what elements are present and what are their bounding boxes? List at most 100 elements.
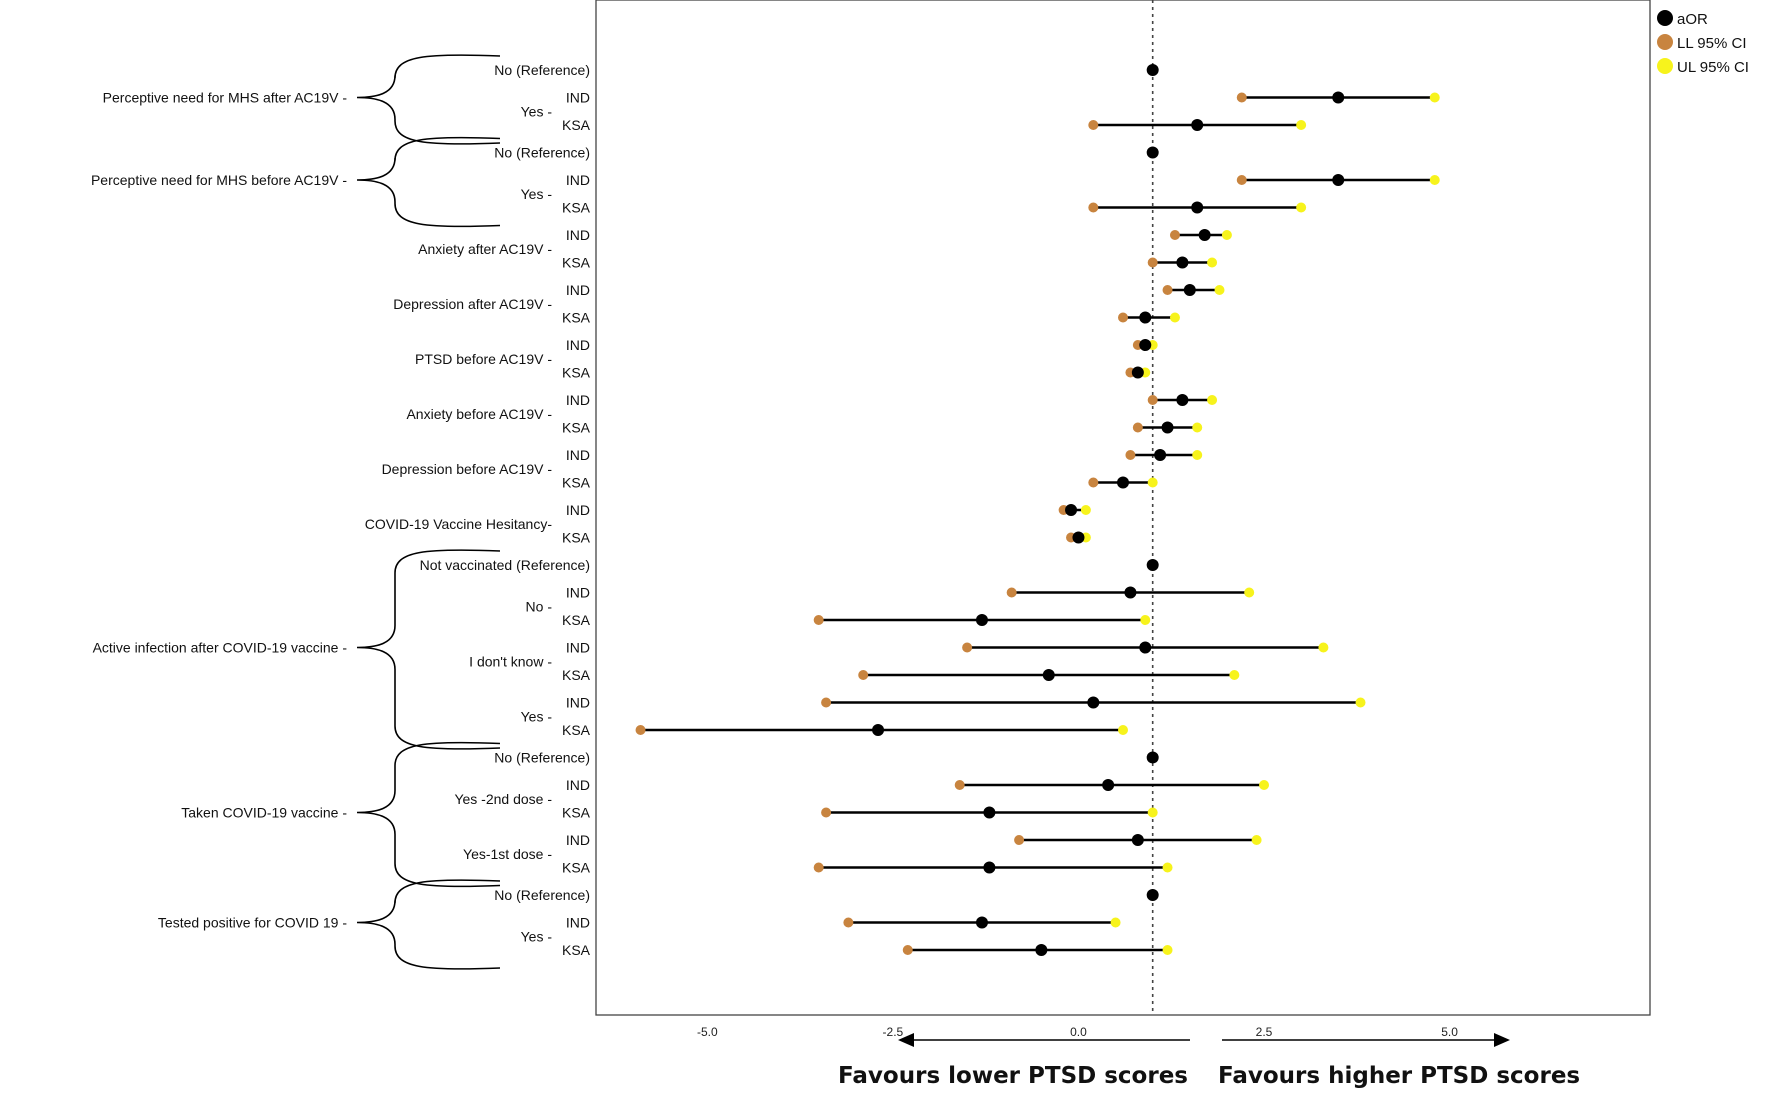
legend-swatch-ul xyxy=(1657,58,1673,74)
row-label: KSA xyxy=(562,942,591,958)
ll-point xyxy=(1118,312,1128,323)
ll-point xyxy=(821,807,832,818)
row-label: No (Reference) xyxy=(494,62,590,78)
row-label: KSA xyxy=(562,365,591,381)
aor-point xyxy=(1131,366,1144,379)
aor-point xyxy=(1332,174,1345,186)
x-tick-label: 5.0 xyxy=(1441,1025,1458,1039)
ul-point xyxy=(1192,422,1203,433)
aor-point xyxy=(975,614,988,626)
group-bracket xyxy=(356,741,501,888)
ul-point xyxy=(1110,917,1121,928)
row-label: IND xyxy=(566,282,590,298)
row-label: No (Reference) xyxy=(494,750,590,766)
ll-point xyxy=(813,615,824,625)
group-label: Perceptive need for MHS after AC19V - xyxy=(103,90,348,106)
ul-point xyxy=(1118,725,1128,735)
legend-label-aor: aOR xyxy=(1677,11,1708,28)
legend-swatch-aor xyxy=(1657,10,1673,26)
ll-point xyxy=(1132,422,1143,433)
ul-point xyxy=(1251,835,1262,845)
group-bracket xyxy=(356,549,501,750)
aor-point xyxy=(1117,476,1129,489)
x-tick-label: 2.5 xyxy=(1256,1025,1273,1039)
ul-point xyxy=(1244,587,1255,598)
subgroup-label: Yes - xyxy=(521,186,553,202)
aor-point xyxy=(1176,394,1189,406)
row-label: IND xyxy=(566,392,590,408)
right-arrow-head xyxy=(1494,1033,1510,1047)
aor-point xyxy=(1072,531,1085,544)
aor-point xyxy=(1332,91,1345,104)
aor-point xyxy=(1146,559,1159,571)
row-label: KSA xyxy=(562,722,591,738)
x-axis-ticks: -5.0 -2.5 0.0 2.5 5.0 xyxy=(697,1025,1458,1039)
ll-point xyxy=(1088,477,1099,488)
subgroup-label: Yes - xyxy=(521,103,553,119)
row-labels: No (Reference) IND KSA No (Reference) IND KSA… xyxy=(91,62,591,958)
ll-point xyxy=(1006,587,1017,598)
row-label: KSA xyxy=(562,805,591,821)
ul-point xyxy=(1207,395,1218,405)
right-caption: Favours higher PTSD scores xyxy=(1218,1063,1580,1089)
ll-point xyxy=(1014,835,1025,845)
ul-point xyxy=(1355,697,1366,708)
group-label: Tested positive for COVID 19 - xyxy=(158,915,347,931)
group-label: Anxiety after AC19V - xyxy=(418,241,552,257)
aor-point xyxy=(1087,696,1100,709)
ul-point xyxy=(1429,175,1440,185)
subgroup-label: I don't know - xyxy=(469,653,552,669)
row-label: No (Reference) xyxy=(494,887,590,903)
row-label: KSA xyxy=(562,667,591,683)
ll-point xyxy=(962,642,973,653)
row-label: IND xyxy=(566,695,590,711)
group-label: Perceptive need for MHS before AC19V - xyxy=(91,172,347,188)
group-label: Active infection after COVID-19 vaccine … xyxy=(93,640,348,656)
ul-point xyxy=(1169,312,1180,323)
row-label: KSA xyxy=(562,475,591,491)
left-caption: Favours lower PTSD scores xyxy=(838,1063,1188,1089)
row-label: IND xyxy=(566,337,590,353)
ll-point xyxy=(813,862,824,873)
x-tick-label: -2.5 xyxy=(883,1025,904,1039)
subgroup-label: Yes-1st dose - xyxy=(463,846,552,862)
ul-point xyxy=(1296,120,1307,130)
legend: aOR LL 95% CI UL 95% CI xyxy=(1657,10,1749,76)
estimate-marks xyxy=(635,64,1440,956)
aor-point xyxy=(1146,751,1159,764)
ul-point xyxy=(1192,450,1203,460)
ul-point xyxy=(1318,642,1329,653)
aor-point xyxy=(1139,641,1152,654)
row-label: IND xyxy=(566,832,590,848)
row-label: IND xyxy=(566,915,590,931)
left-arrow-head xyxy=(898,1033,914,1047)
ll-point xyxy=(1147,257,1158,268)
ll-point xyxy=(1169,230,1180,240)
aor-point xyxy=(1139,339,1152,351)
ul-point xyxy=(1207,257,1218,268)
ll-point xyxy=(1162,285,1173,295)
row-label: IND xyxy=(566,585,590,601)
aor-point xyxy=(1191,119,1204,131)
row-label: KSA xyxy=(562,530,591,546)
ul-point xyxy=(1162,862,1173,873)
group-bracket xyxy=(356,879,501,970)
aor-point xyxy=(1146,64,1159,76)
aor-point xyxy=(1131,834,1144,846)
legend-label-ll: LL 95% CI xyxy=(1677,35,1747,52)
row-label: KSA xyxy=(562,255,591,271)
aor-point xyxy=(872,724,885,736)
ul-point xyxy=(1162,945,1173,955)
group-bracket xyxy=(356,54,501,145)
group-brackets xyxy=(356,54,501,970)
ll-point xyxy=(843,917,854,928)
subgroup-label: Yes -2nd dose - xyxy=(454,791,552,807)
aor-point xyxy=(983,861,996,874)
row-label: KSA xyxy=(562,612,591,628)
aor-point xyxy=(1035,944,1048,956)
group-label: Depression after AC19V - xyxy=(393,296,552,312)
ul-point xyxy=(1080,505,1091,515)
aor-point xyxy=(1191,201,1204,214)
aor-point xyxy=(1139,311,1152,324)
aor-point xyxy=(1124,586,1137,599)
